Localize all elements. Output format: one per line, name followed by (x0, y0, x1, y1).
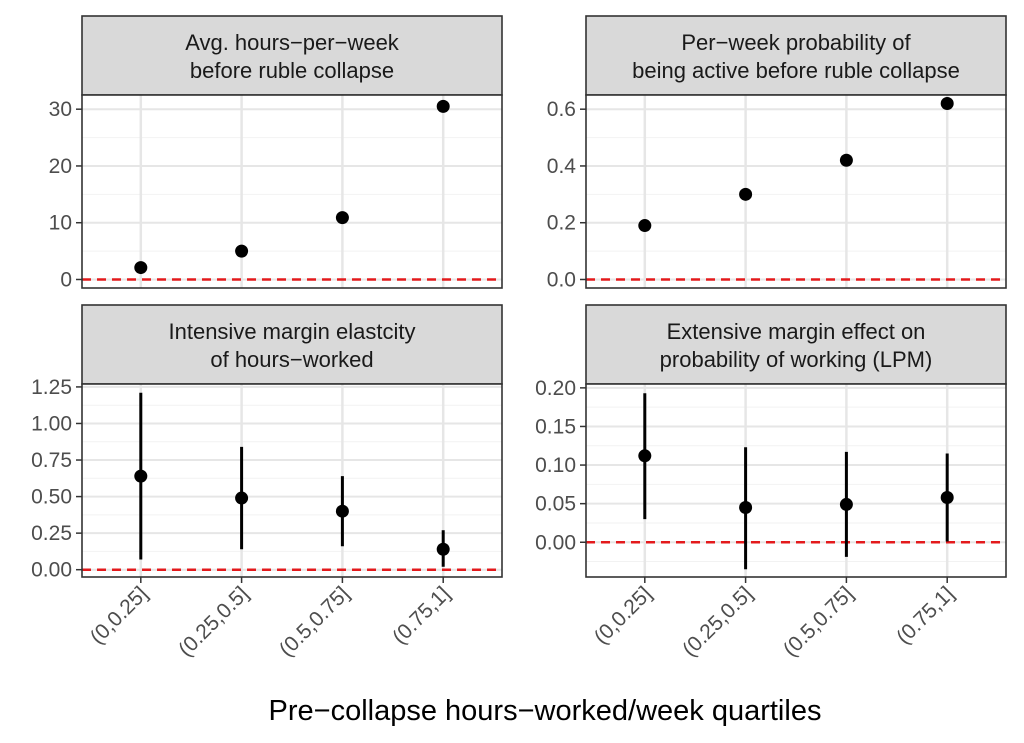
y-tick-label: 1.00 (31, 412, 72, 435)
y-tick-label: 1.25 (31, 376, 72, 399)
y-tick-label: 0.75 (31, 449, 72, 472)
facet-title: being active before ruble collapse (632, 58, 960, 83)
data-point (739, 501, 753, 515)
data-point (335, 504, 349, 518)
y-tick-label: 0.10 (535, 454, 576, 477)
x-tick-label: (0.5,0.75] (779, 582, 858, 661)
panel-background (82, 95, 502, 288)
y-tick-label: 0.50 (31, 486, 72, 509)
data-point (235, 491, 249, 505)
y-tick-label: 30 (49, 98, 72, 121)
facet-title: Avg. hours−per−week (185, 30, 400, 55)
y-tick-label: 0.00 (31, 559, 72, 582)
data-point (436, 542, 450, 556)
x-tick-label: (0.75,1] (388, 582, 455, 649)
y-tick-label: 0.05 (535, 493, 576, 516)
data-point (940, 97, 954, 111)
y-tick-label: 0.15 (535, 415, 576, 438)
y-tick-label: 10 (49, 212, 72, 235)
data-point (638, 219, 652, 233)
data-point (940, 490, 954, 504)
x-tick-label: (0,0.25] (86, 582, 153, 649)
data-point (335, 211, 349, 225)
y-tick-label: 0.25 (31, 522, 72, 545)
x-tick-label: (0.25,0.5] (174, 582, 253, 661)
y-tick-label: 0.2 (547, 212, 576, 235)
data-point (839, 497, 853, 511)
facet-strip (585, 304, 1007, 385)
y-tick-label: 20 (49, 155, 72, 178)
facet-title: Per−week probability of (681, 30, 911, 55)
panel-background (82, 384, 502, 577)
data-point (436, 99, 450, 113)
x-tick-label: (0,0.25] (590, 582, 657, 649)
data-point (134, 469, 148, 483)
y-tick-label: 0.4 (547, 155, 577, 178)
panel-background (586, 95, 1006, 288)
y-tick-label: 0.6 (547, 98, 576, 121)
y-tick-label: 0.0 (547, 268, 576, 291)
facet-title: probability of working (LPM) (660, 347, 933, 372)
panel-border (81, 383, 503, 578)
facet-title: Intensive margin elastcity (169, 319, 416, 344)
x-tick-label: (0.5,0.75] (275, 582, 354, 661)
x-axis-label: Pre−collapse hours−worked/week quartiles (269, 695, 822, 727)
x-tick-label: (0.75,1] (892, 582, 959, 649)
y-tick-label: 0 (60, 268, 72, 291)
facet-strip (585, 15, 1007, 96)
panel-border (81, 94, 503, 289)
panel-border (585, 383, 1007, 578)
facet-title: before ruble collapse (190, 58, 394, 83)
facet-strip (81, 15, 503, 96)
panel-border (585, 94, 1007, 289)
data-point (235, 244, 249, 258)
y-tick-label: 0.00 (535, 531, 576, 554)
data-point (739, 187, 753, 201)
data-point (839, 153, 853, 167)
facet-title: Extensive margin effect on (667, 319, 926, 344)
facet-title: of hours−worked (210, 347, 373, 372)
data-point (638, 449, 652, 463)
y-tick-label: 0.20 (535, 377, 576, 400)
data-point (134, 261, 148, 275)
panel-background (586, 384, 1006, 577)
facet-strip (81, 304, 503, 385)
x-tick-label: (0.25,0.5] (678, 582, 757, 661)
